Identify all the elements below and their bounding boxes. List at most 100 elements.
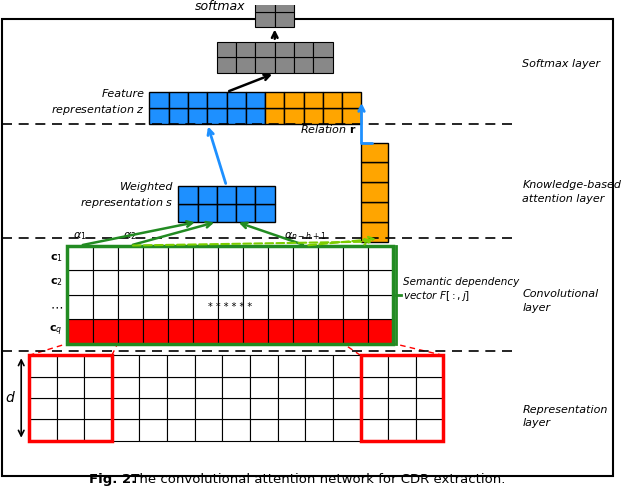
Bar	[222, 398, 250, 419]
Bar	[207, 108, 227, 124]
Bar	[333, 398, 360, 419]
Bar	[368, 294, 394, 319]
Bar	[67, 270, 93, 294]
Text: $\mathbf{c}_q$: $\mathbf{c}_q$	[49, 324, 63, 338]
Bar	[222, 377, 250, 398]
Text: $\mathbf{c}_2$: $\mathbf{c}_2$	[50, 276, 63, 288]
Bar	[303, 108, 323, 124]
Bar	[323, 108, 342, 124]
Bar	[362, 143, 388, 163]
Bar	[243, 294, 268, 319]
Bar	[222, 355, 250, 377]
Bar	[222, 419, 250, 441]
Bar	[265, 92, 284, 108]
Bar	[236, 186, 255, 204]
Bar	[29, 355, 112, 441]
Bar	[255, 204, 275, 222]
Bar	[149, 92, 169, 108]
Bar	[167, 377, 195, 398]
Bar	[67, 246, 93, 270]
Bar	[294, 41, 314, 57]
Bar	[360, 398, 388, 419]
Bar	[93, 319, 118, 343]
Bar	[368, 270, 394, 294]
Bar	[388, 398, 416, 419]
Bar	[314, 57, 333, 73]
Bar	[179, 186, 198, 204]
Bar	[362, 222, 388, 242]
Bar	[169, 108, 188, 124]
Bar	[318, 246, 343, 270]
Bar	[416, 377, 444, 398]
Bar	[193, 319, 218, 343]
Bar	[362, 182, 388, 202]
Bar	[255, 0, 275, 12]
Text: The convolutional attention network for CDR extraction.: The convolutional attention network for …	[127, 473, 506, 486]
Bar	[243, 246, 268, 270]
Bar	[217, 204, 236, 222]
Bar	[93, 294, 118, 319]
Bar	[236, 204, 255, 222]
Text: Semantic dependency
vector $\mathit{F}[:,j]$: Semantic dependency vector $\mathit{F}[:…	[403, 277, 519, 302]
Bar	[284, 108, 303, 124]
Bar	[56, 398, 84, 419]
Bar	[362, 202, 388, 222]
Bar	[323, 92, 342, 108]
Bar	[236, 57, 255, 73]
Bar	[342, 108, 362, 124]
Bar	[143, 246, 168, 270]
Bar	[265, 108, 284, 124]
Bar	[143, 270, 168, 294]
Bar	[368, 246, 394, 270]
Bar	[168, 319, 193, 343]
Text: $d$: $d$	[4, 390, 15, 406]
Text: $\alpha_2$: $\alpha_2$	[124, 230, 137, 242]
Bar	[140, 355, 167, 377]
Bar	[198, 186, 217, 204]
Bar	[29, 377, 56, 398]
Text: $\alpha_1$: $\alpha_1$	[73, 230, 87, 242]
Bar	[360, 355, 444, 441]
Bar	[143, 319, 168, 343]
Text: Knowledge-based
attention layer: Knowledge-based attention layer	[522, 180, 621, 204]
Bar	[195, 377, 222, 398]
Bar	[218, 270, 243, 294]
Bar	[67, 294, 93, 319]
Text: Convolutional
layer: Convolutional layer	[522, 289, 599, 313]
Bar	[278, 377, 305, 398]
Bar	[218, 246, 243, 270]
Bar	[118, 294, 143, 319]
Text: $\cdots$: $\cdots$	[49, 300, 63, 313]
Bar	[268, 246, 293, 270]
Bar	[388, 355, 416, 377]
Bar	[305, 419, 333, 441]
Bar	[255, 57, 275, 73]
Bar	[388, 377, 416, 398]
Bar	[29, 419, 56, 441]
Bar	[227, 92, 246, 108]
Bar	[118, 246, 143, 270]
Bar	[195, 419, 222, 441]
Bar	[198, 204, 217, 222]
Bar	[360, 377, 388, 398]
Bar	[360, 419, 388, 441]
Bar	[167, 398, 195, 419]
Bar	[217, 41, 236, 57]
Bar	[416, 355, 444, 377]
Bar	[278, 398, 305, 419]
Bar	[293, 319, 318, 343]
Bar	[93, 246, 118, 270]
Bar	[67, 319, 93, 343]
Bar	[268, 294, 293, 319]
Bar	[333, 377, 360, 398]
Bar	[217, 57, 236, 73]
Bar	[250, 377, 278, 398]
Bar	[193, 294, 218, 319]
Bar	[195, 355, 222, 377]
Text: softmax: softmax	[195, 0, 246, 13]
Bar	[293, 246, 318, 270]
Bar	[275, 57, 294, 73]
Bar	[167, 419, 195, 441]
Text: Relation $\mathbf{r}$: Relation $\mathbf{r}$	[300, 123, 356, 135]
Bar	[305, 398, 333, 419]
